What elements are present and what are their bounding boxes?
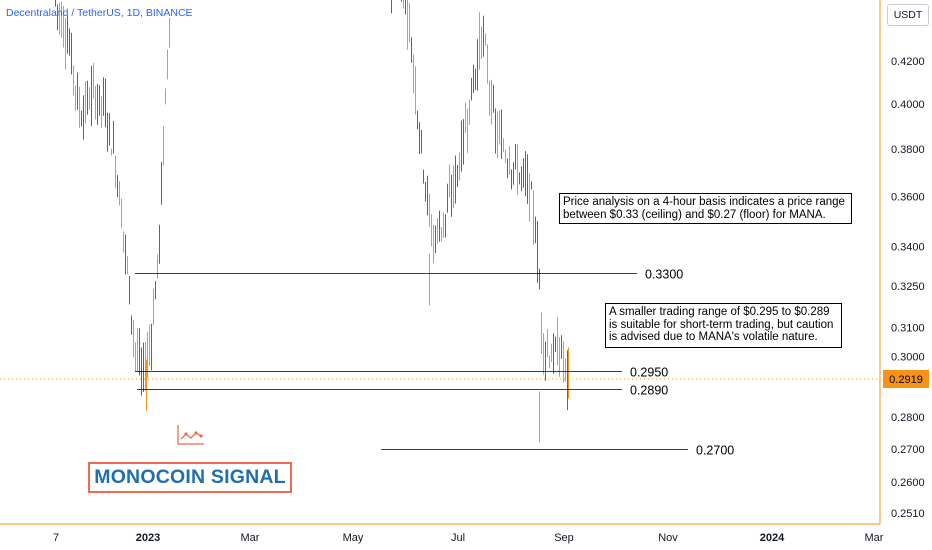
price-tick-label: 0.4000 — [891, 99, 925, 111]
price-tick-label: 0.2600 — [891, 477, 925, 489]
time-axis-labels: 7 2023 Mar May Jul Sep Nov 2024 Mar — [53, 532, 884, 544]
annotation-range: Price analysis on a 4-hour basis indicat… — [559, 193, 852, 224]
time-tick-label: Sep — [554, 532, 574, 544]
price-tick-label: 0.2800 — [891, 412, 925, 424]
brand-watermark: MONOCOIN SIGNAL — [88, 462, 292, 493]
time-tick-label: 2024 — [760, 532, 785, 544]
time-tick-label: 7 — [53, 532, 59, 544]
currency-button[interactable]: USDT — [887, 4, 929, 26]
time-tick-label: Mar — [241, 532, 260, 544]
price-tick-label: 0.3100 — [891, 323, 925, 335]
time-tick-label: Mar — [865, 532, 884, 544]
annotation-short-term: A smaller trading range of $0.295 to $0.… — [605, 303, 842, 348]
price-tick-label: 0.3000 — [891, 351, 925, 363]
time-tick-label: Jul — [451, 532, 465, 544]
time-tick-label: May — [343, 532, 364, 544]
level-label: 0.2950 — [630, 366, 668, 380]
price-axis-labels: 0.4200 0.4000 0.3800 0.3600 0.3400 0.3250 0.31… — [891, 56, 925, 520]
chart-logo-icon — [177, 425, 204, 445]
time-tick-label: Nov — [658, 532, 678, 544]
price-tick-label: 0.3250 — [891, 281, 925, 293]
level-label: 0.3300 — [645, 268, 683, 282]
candles — [55, 0, 569, 443]
current-price-text: 0.2919 — [889, 374, 923, 386]
price-tick-label: 0.3800 — [891, 144, 925, 156]
level-label: 0.2890 — [630, 384, 668, 398]
current-price-label-bg — [883, 370, 929, 388]
price-tick-label: 0.3600 — [891, 191, 925, 203]
support-resistance-lines: 0.3300 0.2950 0.2890 0.2700 — [135, 268, 734, 458]
current-price-label: 0.2919 — [883, 370, 929, 388]
level-label: 0.2700 — [696, 444, 734, 458]
chart-title: Decentraland / TetherUS, 1D, BINANCE — [6, 7, 193, 19]
price-tick-label: 0.2510 — [891, 508, 925, 520]
time-tick-label: 2023 — [136, 532, 160, 544]
price-tick-label: 0.2700 — [891, 444, 925, 456]
price-tick-label: 0.4200 — [891, 56, 925, 68]
price-tick-label: 0.3400 — [891, 242, 925, 254]
